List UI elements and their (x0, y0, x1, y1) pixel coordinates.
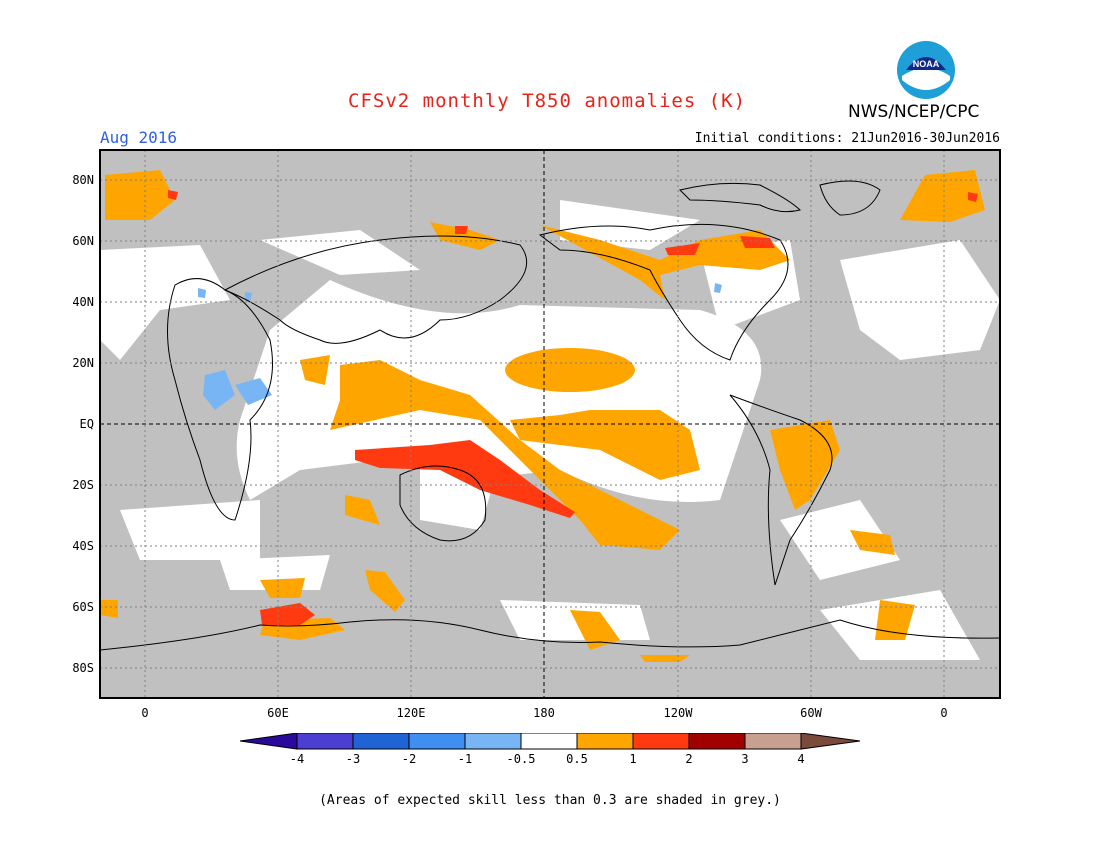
colorbar-swatch-2 (352, 733, 410, 750)
lat-label-20n: 20N (72, 356, 94, 370)
warm-anomaly-orange-areas (100, 170, 985, 662)
colorbar-label-p05: 0.5 (566, 752, 588, 766)
lon-label-60w: 60W (800, 706, 822, 720)
warm-anomaly-red-areas (168, 190, 978, 625)
lat-label-40s: 40S (72, 539, 94, 553)
graticule (100, 150, 1000, 698)
colorbar-label-m1: -1 (457, 752, 473, 766)
lat-label-eq: EQ (79, 417, 94, 431)
coastlines (100, 180, 1000, 651)
colorbar-swatch-9 (744, 733, 802, 750)
lat-label-20s: 20S (72, 478, 94, 492)
colorbar-swatch-3 (408, 733, 466, 750)
lon-label-0-east: 0 (940, 706, 948, 720)
colorbar-label-p4: 4 (797, 752, 805, 766)
skill-footnote: (Areas of expected skill less than 0.3 a… (319, 793, 781, 808)
lon-label-180: 180 (533, 706, 555, 720)
lat-label-60n: 60N (72, 234, 94, 248)
colorbar-label-m05: -0.5 (506, 752, 536, 766)
initial-conditions-label: Initial conditions: 21Jun2016-30Jun2016 (694, 131, 1000, 146)
lat-label-60s: 60S (72, 600, 94, 614)
lat-label-80s: 80S (72, 661, 94, 675)
map-title: CFSv2 monthly T850 anomalies (K) (348, 90, 747, 112)
lon-label-0: 0 (141, 706, 149, 720)
colorbar-label-m3: -3 (345, 752, 361, 766)
noaa-logo-text: NOAA (913, 59, 940, 69)
colorbar-swatch-5 (520, 733, 578, 750)
colorbar-swatch-8 (688, 733, 746, 750)
colorbar-swatch-1 (296, 733, 354, 750)
lat-label-80n: 80N (72, 173, 94, 187)
equator-dateline (100, 150, 1000, 698)
colorbar-label-p3: 3 (741, 752, 749, 766)
colorbar-label-p2: 2 (685, 752, 693, 766)
colorbar-label-p1: 1 (629, 752, 637, 766)
lon-label-120w: 120W (663, 706, 693, 720)
colorbar-swatch-10 (800, 733, 861, 750)
colorbar-swatch-6 (576, 733, 634, 750)
lat-label-40n: 40N (72, 295, 94, 309)
noaa-logo: NOAA (897, 41, 955, 99)
plot-frame (99, 149, 1001, 699)
agency-label: NWS/NCEP/CPC (848, 102, 980, 122)
colorbar-swatch-4 (464, 733, 522, 750)
colorbar-swatch-0 (240, 733, 298, 750)
colorbar-label-m2: -2 (401, 752, 417, 766)
colorbar-label-m4: -4 (289, 752, 305, 766)
colorbar-swatch-7 (632, 733, 690, 750)
cool-anomaly-blue-areas (198, 283, 722, 410)
valid-month-label: Aug 2016 (100, 128, 178, 147)
colorbar (240, 733, 861, 750)
lon-label-60e: 60E (267, 706, 289, 720)
lon-label-120e: 120E (396, 706, 426, 720)
